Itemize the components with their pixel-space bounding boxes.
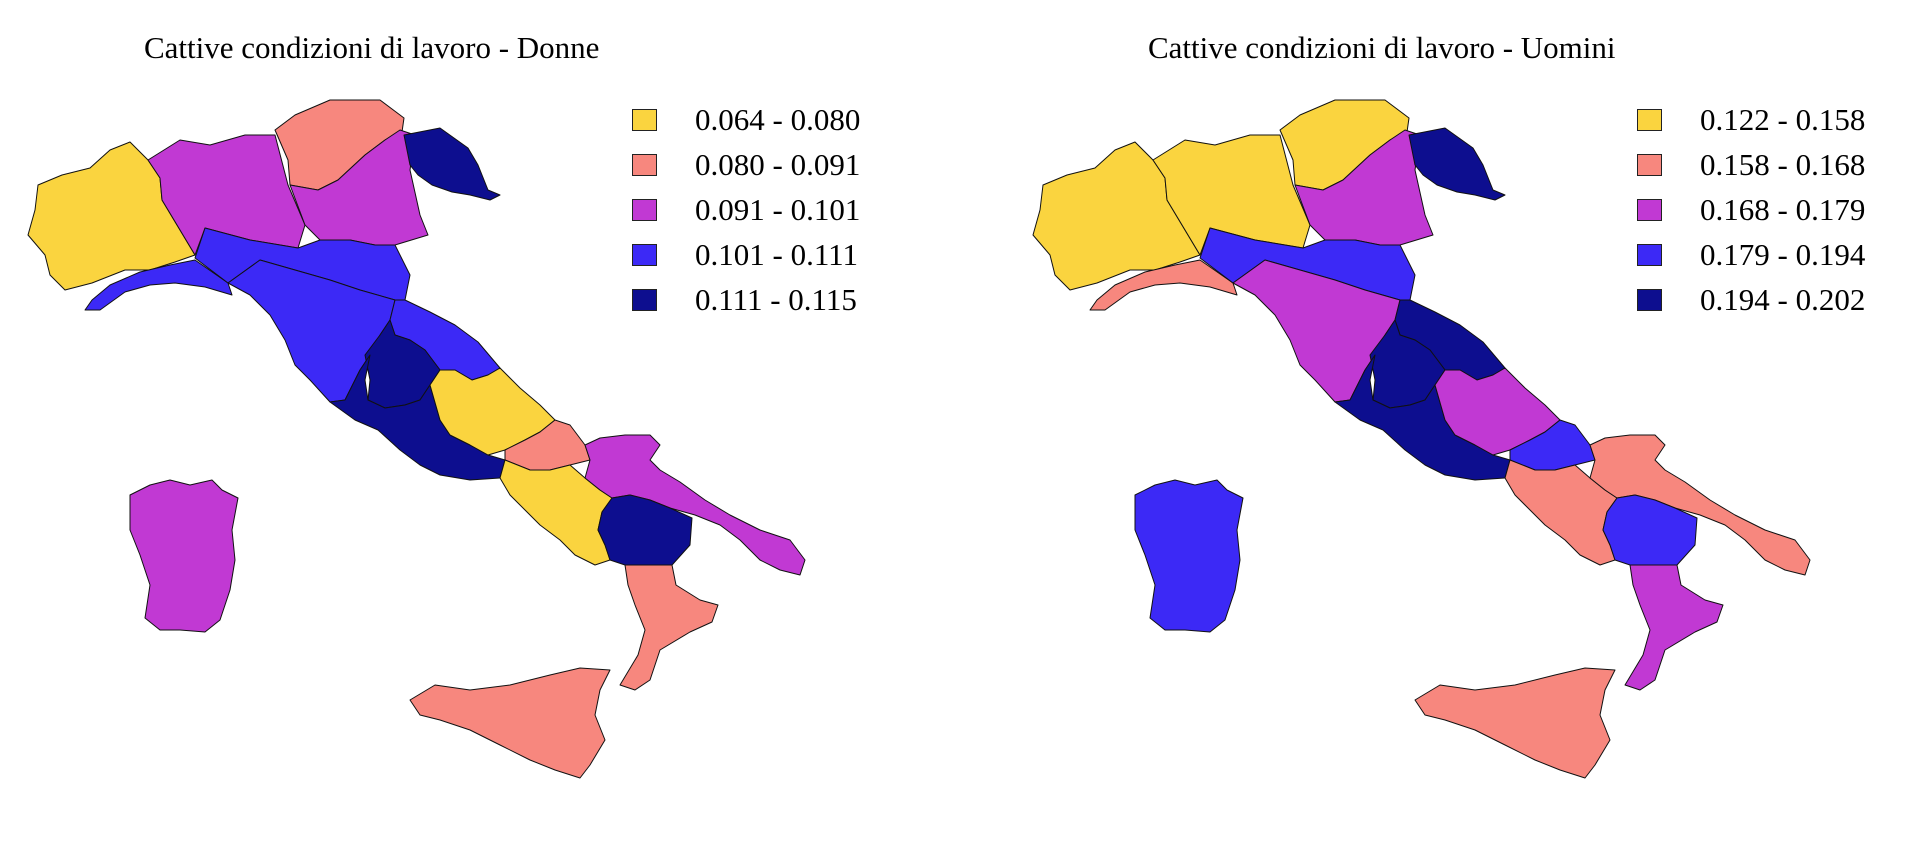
legend-item: 0.122 - 0.158: [1637, 100, 1923, 140]
choropleth-map: [1032, 99, 1811, 779]
legend-swatch: [632, 154, 657, 176]
region-liguria: [84, 259, 233, 311]
map-panel-uomini: Cattive condizioni di lavoro - Uomini 0.…: [1005, 0, 1923, 846]
map-title: Cattive condizioni di lavoro - Uomini: [1148, 30, 1616, 65]
map-panel-donne: Cattive condizioni di lavoro - Donne 0.0…: [0, 0, 960, 846]
region-valle-d-aosta-piemonte: [1032, 141, 1201, 291]
region-friuli-venezia-giulia: [1408, 127, 1506, 201]
legend-label: 0.064 - 0.080: [695, 102, 861, 137]
legend-swatch: [632, 109, 657, 131]
region-lombardia: [147, 134, 306, 256]
legend-label: 0.101 - 0.111: [695, 237, 859, 272]
legend-label: 0.158 - 0.168: [1700, 147, 1866, 182]
legend-swatch: [1637, 244, 1662, 266]
choropleth-map: [27, 99, 806, 779]
legend-swatch: [632, 289, 657, 311]
legend-label: 0.080 - 0.091: [695, 147, 861, 182]
legend-item: 0.101 - 0.111: [632, 235, 932, 275]
legend-swatch: [1637, 109, 1662, 131]
legend-label: 0.122 - 0.158: [1700, 102, 1866, 137]
legend-label: 0.168 - 0.179: [1700, 192, 1866, 227]
region-sicilia: [409, 667, 611, 779]
legend-swatch: [632, 244, 657, 266]
region-lombardia: [1152, 134, 1311, 256]
legend-item: 0.179 - 0.194: [1637, 235, 1923, 275]
legend-item: 0.064 - 0.080: [632, 100, 932, 140]
region-sicilia: [1414, 667, 1616, 779]
legend-item: 0.080 - 0.091: [632, 145, 932, 185]
legend-swatch: [1637, 289, 1662, 311]
legend-item: 0.111 - 0.115: [632, 280, 932, 320]
legend-item: 0.091 - 0.101: [632, 190, 932, 230]
map-title: Cattive condizioni di lavoro - Donne: [144, 30, 600, 65]
legend-label: 0.091 - 0.101: [695, 192, 861, 227]
region-sardegna: [129, 479, 239, 633]
region-friuli-venezia-giulia: [403, 127, 501, 201]
region-valle-d-aosta-piemonte: [27, 141, 196, 291]
region-calabria: [619, 564, 719, 691]
legend-label: 0.111 - 0.115: [695, 282, 857, 317]
legend-swatch: [632, 199, 657, 221]
legend-swatch: [1637, 199, 1662, 221]
legend-label: 0.179 - 0.194: [1700, 237, 1866, 272]
region-calabria: [1624, 564, 1724, 691]
legend-item: 0.158 - 0.168: [1637, 145, 1923, 185]
region-liguria: [1089, 259, 1238, 311]
legend-item: 0.194 - 0.202: [1637, 280, 1923, 320]
legend-swatch: [1637, 154, 1662, 176]
legend-item: 0.168 - 0.179: [1637, 190, 1923, 230]
legend-label: 0.194 - 0.202: [1700, 282, 1866, 317]
region-sardegna: [1134, 479, 1244, 633]
